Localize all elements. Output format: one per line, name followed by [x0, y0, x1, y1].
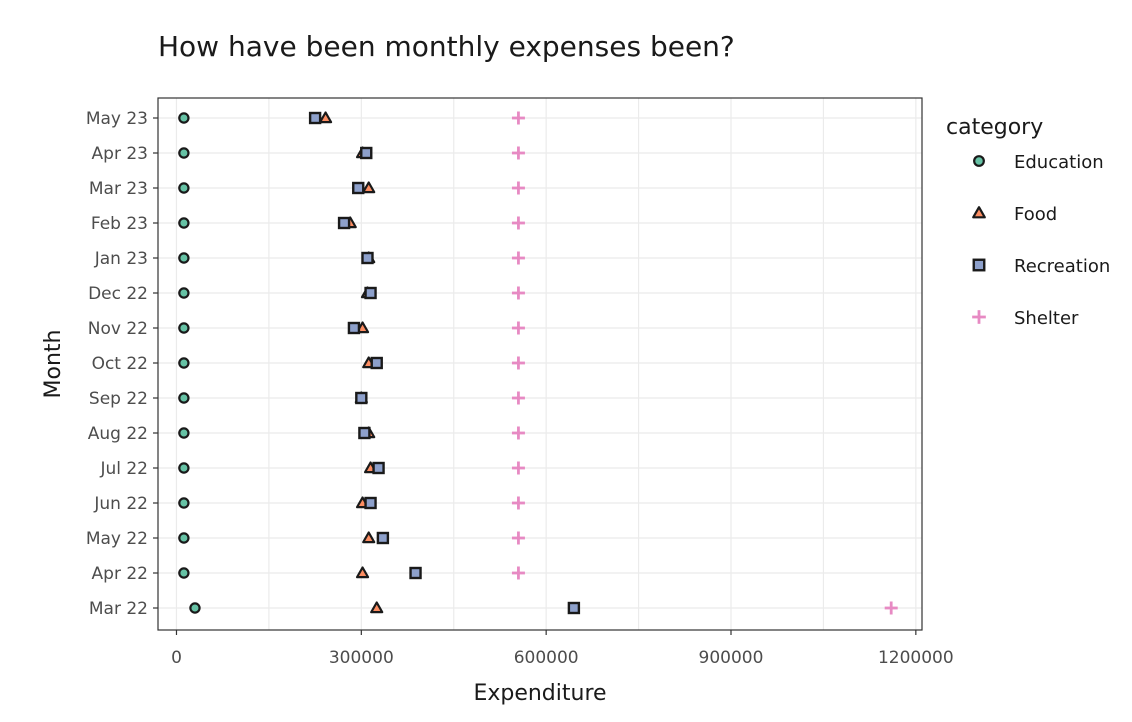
y-tick-label: Dec 22 — [88, 284, 148, 304]
y-tick-label: Apr 22 — [92, 564, 148, 584]
education-point — [178, 497, 190, 509]
shelter-point — [511, 216, 525, 230]
food-point — [370, 601, 384, 614]
education-point — [178, 322, 190, 334]
axis-layer: 0 300000 600000 900000 1200000 Mar 22 Apr 22 Ma… — [86, 109, 954, 668]
shelter-point — [511, 391, 525, 405]
x-tick-label: 1200000 — [878, 648, 954, 668]
legend-label-education: Education — [1014, 152, 1104, 173]
recreation-point — [355, 391, 368, 405]
x-tick-label: 300000 — [329, 648, 394, 668]
y-tick-label: Aug 22 — [88, 424, 148, 444]
recreation-point — [567, 601, 581, 615]
recreation-point — [358, 426, 371, 440]
shelter-point — [884, 601, 898, 615]
education-point — [178, 182, 190, 194]
education-point — [178, 252, 190, 264]
food-point — [362, 531, 376, 544]
y-tick-label: May 23 — [86, 109, 148, 129]
recreation-point — [352, 181, 365, 195]
shelter-point — [511, 496, 525, 510]
chart-title: How have been monthly expenses been? — [158, 30, 735, 63]
food-point — [362, 181, 376, 194]
legend-key-shelter — [972, 310, 986, 324]
recreation-point — [361, 251, 374, 265]
y-tick-label: Feb 23 — [91, 214, 148, 234]
y-tick-label: Mar 22 — [89, 599, 148, 619]
y-tick-label: Apr 23 — [92, 144, 148, 164]
plot-panel — [157, 97, 923, 631]
recreation-point — [347, 321, 361, 335]
y-tick-label: Jun 22 — [93, 494, 148, 514]
y-tick-label: Oct 22 — [92, 354, 148, 374]
recreation-point — [337, 216, 351, 230]
shelter-point — [511, 181, 525, 195]
x-tick-label: 900000 — [699, 648, 764, 668]
education-point — [178, 462, 190, 474]
recreation-point — [364, 286, 377, 300]
recreation-point — [372, 461, 385, 475]
education-point — [178, 392, 190, 404]
education-point — [178, 287, 190, 299]
y-tick-label: Jul 22 — [99, 459, 148, 479]
y-tick-label: Mar 23 — [89, 179, 148, 199]
recreation-point — [370, 356, 383, 370]
shelter-point — [511, 111, 525, 125]
food-point — [355, 566, 370, 579]
shelter-point — [511, 251, 525, 265]
recreation-point — [360, 146, 373, 160]
y-tick-label: Nov 22 — [88, 319, 148, 339]
shelter-point — [511, 461, 525, 475]
education-point — [178, 147, 190, 159]
legend-label-food: Food — [1014, 204, 1057, 225]
recreation-point — [308, 111, 322, 125]
shelter-point — [511, 531, 525, 545]
education-point — [178, 217, 190, 229]
legend-label-recreation: Recreation — [1014, 256, 1110, 277]
education-point — [178, 532, 190, 544]
y-axis-title: Month — [41, 330, 66, 399]
education-point — [189, 602, 201, 614]
legend-title: category — [946, 115, 1043, 140]
education-point — [178, 427, 190, 439]
marks-layer — [178, 111, 898, 615]
legend-label-shelter: Shelter — [1014, 308, 1079, 329]
shelter-point — [511, 286, 525, 300]
education-point — [178, 357, 190, 369]
food-point — [318, 111, 333, 124]
shelter-point — [511, 356, 525, 370]
y-tick-label: May 22 — [86, 529, 148, 549]
legend-key-education — [973, 155, 985, 167]
y-tick-label: Sep 22 — [89, 389, 148, 409]
shelter-point — [511, 146, 525, 160]
education-point — [178, 112, 190, 124]
shelter-point — [511, 321, 525, 335]
shelter-point — [511, 426, 525, 440]
legend-key-food — [972, 206, 986, 219]
recreation-point — [364, 496, 377, 510]
grid-layer — [158, 98, 922, 630]
legend: category Education Food Recreation Shelter — [946, 115, 1110, 329]
recreation-point — [376, 531, 390, 545]
shelter-point — [511, 566, 525, 580]
x-tick-label: 0 — [171, 648, 182, 668]
y-tick-label: Jan 23 — [94, 249, 148, 269]
education-point — [178, 567, 190, 579]
recreation-point — [409, 566, 422, 580]
x-axis-title: Expenditure — [473, 681, 606, 706]
legend-key-recreation — [972, 258, 986, 272]
x-tick-label: 600000 — [514, 648, 579, 668]
